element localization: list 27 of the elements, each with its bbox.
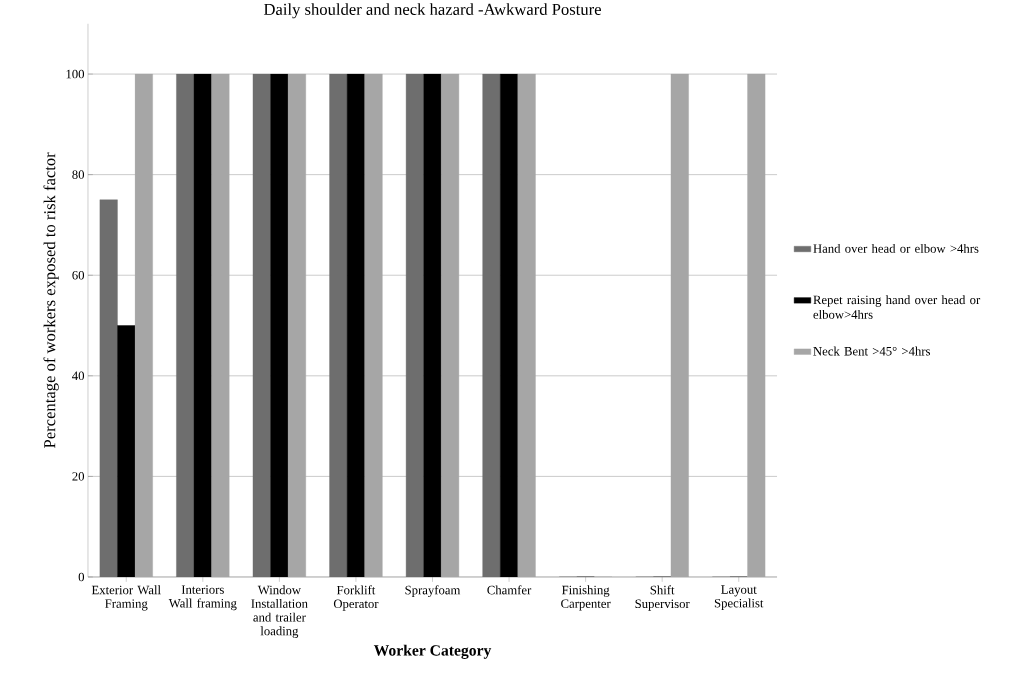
bar bbox=[482, 74, 501, 578]
bar bbox=[176, 74, 195, 578]
x-tick-label: Finishing Carpenter bbox=[561, 585, 611, 611]
y-tick-label: 60 bbox=[72, 271, 85, 280]
y-tick-label: 40 bbox=[72, 371, 85, 381]
bar bbox=[99, 199, 118, 578]
x-tick-label: Forklift Operator bbox=[333, 585, 379, 611]
legend-label: Neck Bent >45° >4hrs bbox=[813, 346, 931, 356]
legend-label: Hand over head or elbow >4hrs bbox=[813, 244, 979, 253]
bar bbox=[405, 74, 424, 578]
y-tick-label: 0 bbox=[78, 572, 85, 582]
bar bbox=[252, 74, 271, 578]
y-tick-label: 100 bbox=[66, 69, 85, 79]
legend-label: Repet raising hand over head or elbow>4hrs bbox=[813, 295, 981, 319]
x-axis-title: Worker Category bbox=[373, 644, 492, 660]
x-tick-label: Chamfer bbox=[487, 585, 532, 595]
chart-title: Daily shoulder and neck hazard -Awkward Posture bbox=[263, 3, 601, 19]
x-tick-label: Layout Specialist bbox=[714, 585, 764, 611]
y-axis-title: Percentage of workers exposed to risk factor bbox=[43, 152, 59, 449]
x-tick-label: Shift Supervisor bbox=[635, 585, 690, 611]
x-tick-label: Window Installation and trailer loading bbox=[251, 585, 308, 639]
y-tick-label: 20 bbox=[72, 472, 85, 481]
x-tick-label: Interiors Wall framing bbox=[168, 585, 237, 611]
x-tick-label: Sprayfoam bbox=[405, 585, 461, 598]
bar bbox=[329, 74, 348, 578]
y-tick-label: 80 bbox=[72, 170, 85, 180]
x-tick-label: Exterior Wall Framing bbox=[91, 585, 161, 611]
